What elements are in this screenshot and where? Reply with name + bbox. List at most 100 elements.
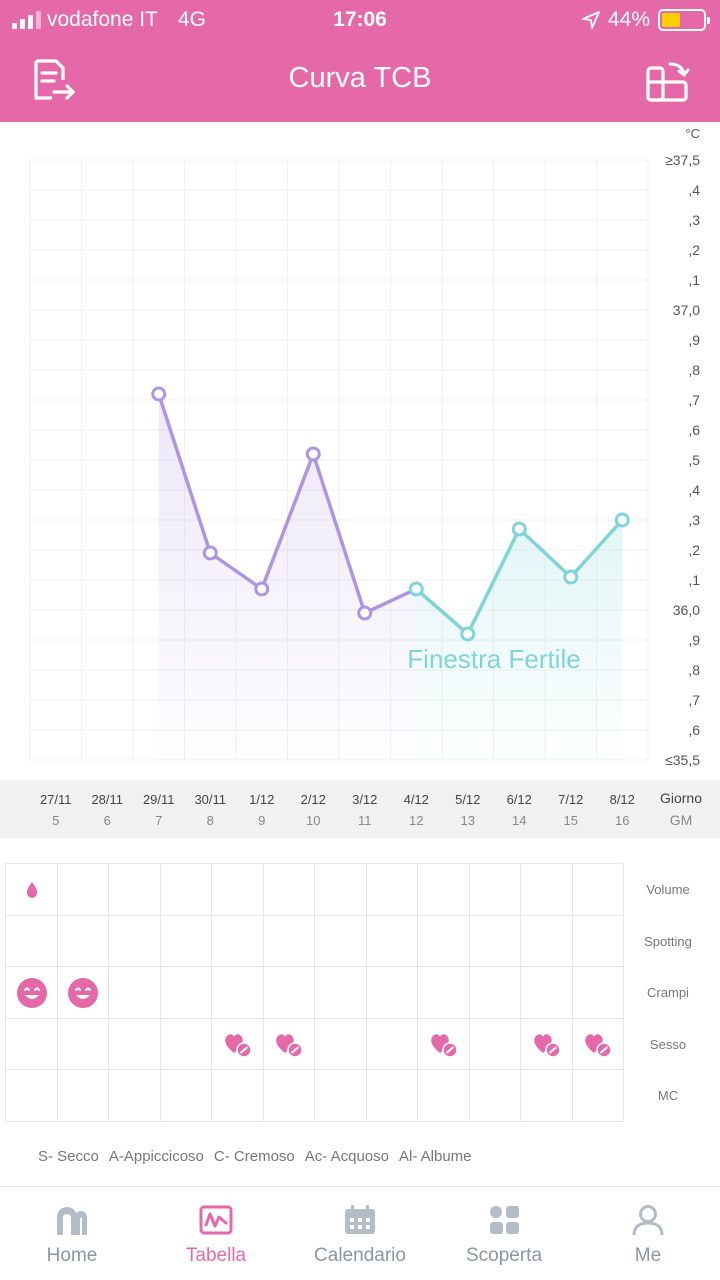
symptom-cell[interactable] xyxy=(366,864,418,916)
nav-item-calendario[interactable]: Calendario xyxy=(288,1187,432,1280)
symptom-cell[interactable] xyxy=(6,1018,58,1071)
symptom-cell[interactable] xyxy=(366,1018,418,1071)
symptom-cell[interactable] xyxy=(418,915,470,968)
symptom-cell[interactable] xyxy=(160,915,212,968)
symptom-cell[interactable] xyxy=(160,864,212,916)
symptom-cell[interactable] xyxy=(109,864,161,916)
symptom-cell[interactable] xyxy=(212,967,264,1019)
smiley-icon xyxy=(58,967,110,1019)
cycle-day-label: 14 xyxy=(512,813,527,828)
symptom-cell[interactable] xyxy=(418,864,470,916)
symptom-cell[interactable] xyxy=(366,967,418,1019)
symptom-cell[interactable] xyxy=(263,864,315,916)
symptom-cell[interactable] xyxy=(212,1070,264,1122)
date-cell[interactable]: 7/12 15 xyxy=(545,792,597,828)
symptom-cell[interactable] xyxy=(263,915,315,968)
nav-item-me[interactable]: Me xyxy=(576,1187,720,1280)
nav-item-scoperta[interactable]: Scoperta xyxy=(432,1187,576,1280)
symptom-cell[interactable] xyxy=(160,1018,212,1071)
symptom-cell[interactable] xyxy=(469,864,521,916)
date-cell[interactable]: 8/12 16 xyxy=(596,792,648,828)
symptom-cell[interactable] xyxy=(315,864,367,916)
symptom-cell[interactable] xyxy=(572,915,624,968)
symptom-cell[interactable] xyxy=(521,967,573,1019)
temperature-point[interactable] xyxy=(460,626,476,642)
symptom-cell[interactable] xyxy=(109,1070,161,1122)
date-cell[interactable]: 27/11 5 xyxy=(30,792,82,828)
symptom-cell[interactable] xyxy=(263,1018,315,1071)
symptom-cell[interactable] xyxy=(109,1018,161,1071)
battery-percent: 44% xyxy=(607,8,650,31)
temperature-point[interactable] xyxy=(151,386,167,402)
temperature-point[interactable] xyxy=(202,545,218,561)
symptom-cell[interactable] xyxy=(521,1070,573,1122)
symptom-cell[interactable] xyxy=(469,915,521,968)
y-tick-label: ,1 xyxy=(688,572,700,588)
symptom-cell[interactable] xyxy=(212,1018,264,1071)
symptom-cell[interactable] xyxy=(6,915,58,968)
temperature-point[interactable] xyxy=(357,605,373,621)
symptom-row-label: Volume xyxy=(646,882,690,897)
date-cell[interactable]: 6/12 14 xyxy=(493,792,545,828)
symptom-cell[interactable] xyxy=(57,1070,109,1122)
nav-item-home[interactable]: Home xyxy=(0,1187,144,1280)
symptom-cell[interactable] xyxy=(57,864,109,916)
symptom-cell[interactable] xyxy=(469,1070,521,1122)
symptom-cell[interactable] xyxy=(521,864,573,916)
symptom-cell[interactable] xyxy=(57,915,109,968)
temperature-point[interactable] xyxy=(614,512,630,528)
symptom-cell[interactable] xyxy=(572,1018,624,1071)
export-report-icon[interactable] xyxy=(30,58,78,104)
date-cell[interactable]: 30/11 8 xyxy=(184,792,236,828)
temperature-chart: ≥37,5 ,4 ,3 ,2 ,1 37,0 ,9 ,8 ,7 ,6 ,5 ,4 ,3 ,2 ,1 36,0,… xyxy=(29,126,700,768)
symptom-cell[interactable] xyxy=(366,915,418,968)
symptom-cell[interactable] xyxy=(263,1070,315,1122)
symptom-cell[interactable] xyxy=(572,1070,624,1122)
symptom-cell[interactable] xyxy=(160,1070,212,1122)
symptom-cell[interactable] xyxy=(160,967,212,1019)
symptom-cell[interactable] xyxy=(418,1070,470,1122)
symptom-cell[interactable] xyxy=(57,967,109,1019)
temperature-point[interactable] xyxy=(511,521,527,537)
symptom-cell[interactable] xyxy=(366,1070,418,1122)
nav-item-tabella[interactable]: Tabella xyxy=(144,1187,288,1280)
symptom-cell[interactable] xyxy=(572,967,624,1019)
date-cell[interactable]: 4/12 12 xyxy=(390,792,442,828)
symptom-cell[interactable] xyxy=(109,915,161,968)
symptom-cell[interactable] xyxy=(109,967,161,1019)
symptom-cell[interactable] xyxy=(315,1018,367,1071)
symptom-cell[interactable] xyxy=(469,967,521,1019)
symptom-cell[interactable] xyxy=(315,967,367,1019)
date-cell[interactable]: 2/12 10 xyxy=(287,792,339,828)
symptom-cell[interactable] xyxy=(418,967,470,1019)
symptom-cell[interactable] xyxy=(572,864,624,916)
fertile-line-segment xyxy=(466,527,521,636)
symptom-row-label: Sesso xyxy=(649,1036,687,1052)
temperature-line-segment xyxy=(363,587,418,615)
temperature-point[interactable] xyxy=(563,569,579,585)
symptom-cell[interactable] xyxy=(315,915,367,968)
symptom-cell[interactable] xyxy=(469,1018,521,1071)
symptom-cell[interactable] xyxy=(418,1018,470,1071)
rotate-screen-icon[interactable] xyxy=(644,58,692,104)
temperature-point[interactable] xyxy=(305,446,321,462)
legend-item: Al- Albume xyxy=(398,1148,472,1165)
symptom-cell[interactable] xyxy=(521,915,573,968)
date-cell[interactable]: 3/12 11 xyxy=(339,792,391,828)
symptom-cell[interactable] xyxy=(6,864,58,916)
date-cell[interactable]: 29/11 7 xyxy=(133,792,185,828)
temperature-point[interactable] xyxy=(408,581,424,597)
symptom-cell[interactable] xyxy=(212,915,264,968)
symptom-cell[interactable] xyxy=(6,967,58,1019)
symptom-cell[interactable] xyxy=(521,1018,573,1071)
y-tick-label: ,6 xyxy=(688,722,700,738)
date-cell[interactable]: 1/12 9 xyxy=(236,792,288,828)
date-cell[interactable]: 5/12 13 xyxy=(442,792,494,828)
symptom-cell[interactable] xyxy=(6,1070,58,1122)
symptom-cell[interactable] xyxy=(212,864,264,916)
symptom-cell[interactable] xyxy=(57,1018,109,1071)
date-cell[interactable]: 28/11 6 xyxy=(81,792,133,828)
symptom-cell[interactable] xyxy=(315,1070,367,1122)
temperature-point[interactable] xyxy=(254,581,270,597)
symptom-cell[interactable] xyxy=(263,967,315,1019)
